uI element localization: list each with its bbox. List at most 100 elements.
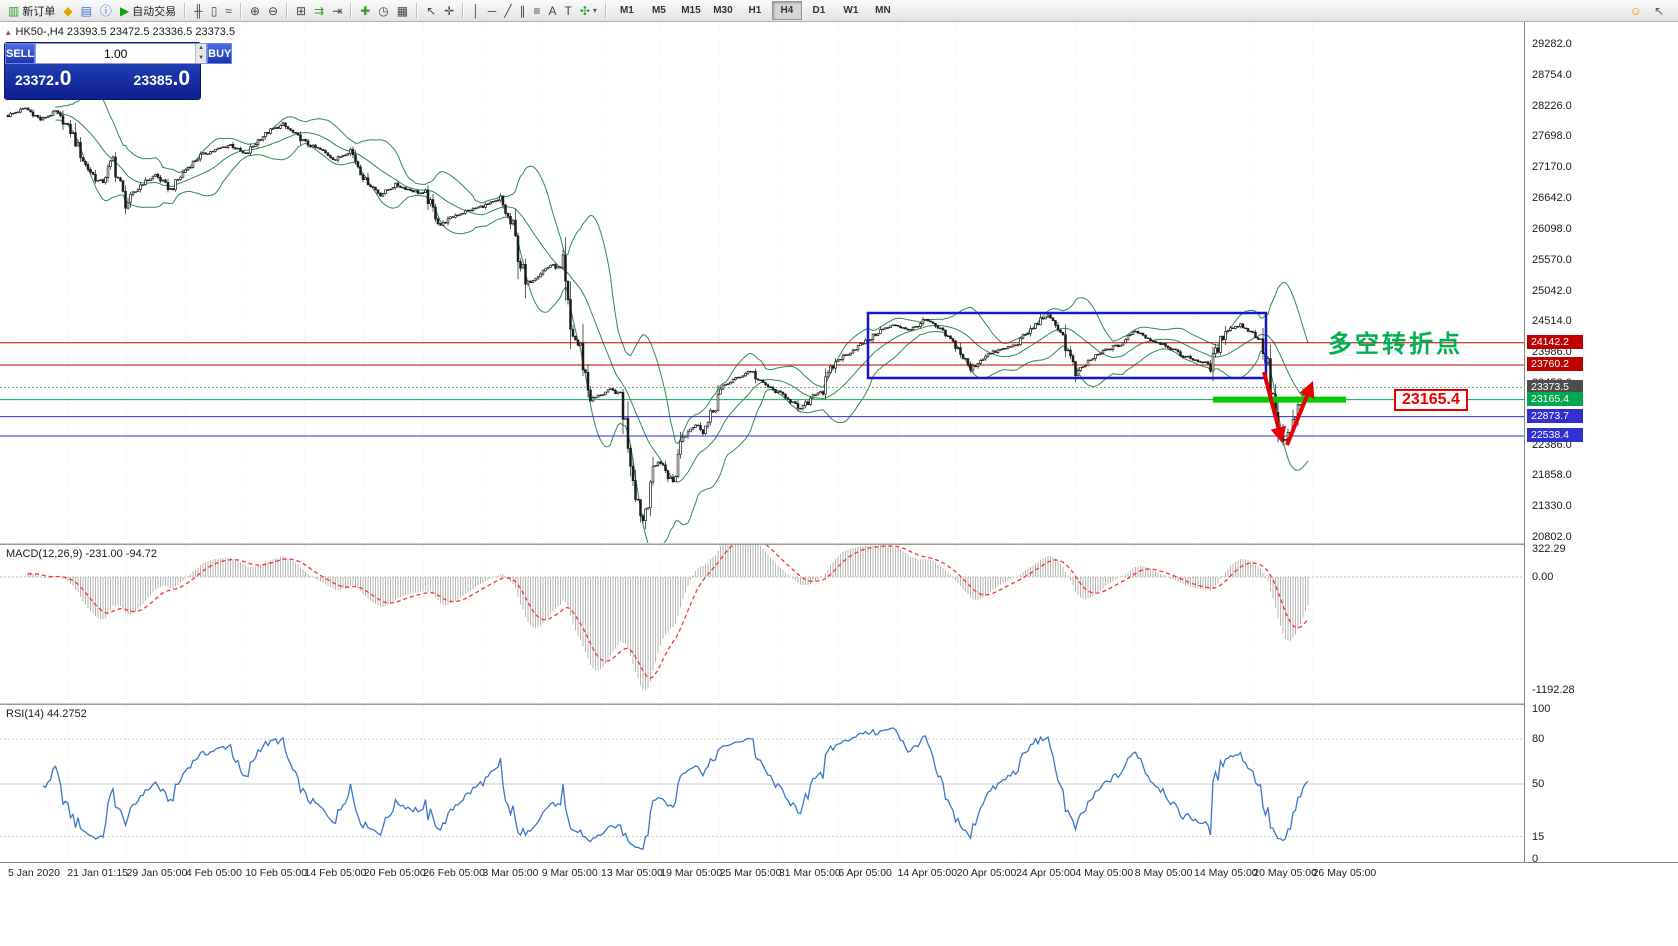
vertical-line-icon: │ <box>472 3 480 18</box>
chart-shift-icon[interactable]: ⇥ <box>328 1 346 21</box>
price-axis[interactable]: 29282.0 28754.0 28226.0 27698.0 27170.0 26642… <box>1524 22 1678 884</box>
rsi-scale-label: 0 <box>1532 853 1539 865</box>
text-label-icon[interactable]: T <box>561 1 576 21</box>
autotrading-button-label: 自动交易 <box>132 5 177 18</box>
cursor-icon: ↖ <box>426 3 437 18</box>
price-tag-22873.7: 22873.7 <box>1527 408 1583 423</box>
timeframe-m15[interactable]: M15 <box>681 5 701 16</box>
trendline-icon[interactable]: ╱ <box>500 1 515 21</box>
price-axis-label: 23986.0 <box>1532 346 1572 359</box>
new-order-icon: ▥ <box>8 3 20 18</box>
templates-icon[interactable]: ▦ <box>393 1 412 21</box>
toolbar-separator <box>239 3 242 18</box>
bar-chart-icon[interactable]: ╫ <box>190 1 207 21</box>
smiley-icon[interactable]: ☺ <box>1626 1 1646 21</box>
cursor-icon[interactable]: ↖ <box>422 1 440 21</box>
time-axis-label: 26 May 05:00 <box>1312 867 1377 879</box>
periods-icon[interactable]: ◷ <box>374 1 392 21</box>
time-axis[interactable]: 5 Jan 2020 21 Jan 01:15 29 Jan 05:00 4 Feb … <box>0 862 1678 884</box>
toolbar-separator <box>184 3 187 18</box>
tile-windows-icon[interactable]: ⊞ <box>292 1 310 21</box>
rsi-scale-label: 50 <box>1532 778 1545 790</box>
red-arrow-1[interactable] <box>1262 371 1287 444</box>
time-axis-label: 31 Mar 05:00 <box>778 867 841 879</box>
sell-button[interactable]: SELL <box>5 43 36 64</box>
bollinger-bands <box>55 91 1309 543</box>
timeframe-m30[interactable]: M30 <box>713 5 733 16</box>
rsi-header: RSI(14) 44.2752 <box>6 708 87 720</box>
crosshair-icon[interactable]: ✛ <box>440 1 458 21</box>
time-axis-label: 24 Apr 05:00 <box>1016 867 1076 879</box>
bear-candles <box>6 107 1292 522</box>
zoom-in-icon[interactable]: ⊕ <box>246 1 264 21</box>
auto-scroll-icon: ⇉ <box>314 3 325 18</box>
time-axis-label: 4 Feb 05:00 <box>185 867 242 879</box>
panel-splitter[interactable] <box>0 543 1678 546</box>
chart-symbol-header: ▴ HK50-,H4 23393.5 23472.5 23336.5 23373… <box>6 26 235 38</box>
time-axis-label: 9 Mar 05:00 <box>541 867 598 879</box>
price-axis-label: 27170.0 <box>1532 161 1572 174</box>
indicators-icon: ✚ <box>360 3 371 18</box>
text-label-icon: T <box>564 3 572 18</box>
timeframe-mn[interactable]: MN <box>875 5 891 16</box>
bull-candles <box>9 107 1310 522</box>
channel-icon: ∥ <box>519 3 526 18</box>
arrows-tool-icon[interactable]: ✣ ▾ <box>576 1 601 21</box>
market-watch-icon[interactable]: ▤ <box>77 1 96 21</box>
vertical-line-icon[interactable]: │ <box>468 1 484 21</box>
toolbar-separator <box>350 3 353 18</box>
turning-point-annotation[interactable]: 多空转折点 <box>1328 331 1463 358</box>
time-axis-label: 29 Jan 05:00 <box>126 867 188 879</box>
horizontal-line-icon[interactable]: ─ <box>484 1 501 21</box>
consolidation-range-box[interactable] <box>866 311 1268 380</box>
time-axis-label: 10 Feb 05:00 <box>245 867 308 879</box>
time-axis-label: 3 Mar 05:00 <box>482 867 539 879</box>
timeframe-m1[interactable]: M1 <box>619 5 634 16</box>
price-callout-box[interactable]: 23165.4 <box>1394 389 1468 411</box>
macd-scale-label: -1192.28 <box>1532 684 1575 696</box>
timeframe-h4[interactable]: H4 <box>771 1 802 20</box>
zoom-out-icon[interactable]: ⊖ <box>264 1 282 21</box>
toolbar-separator <box>604 3 607 18</box>
metaeditor-icon: ◆ <box>63 3 73 18</box>
time-axis-label: 14 Apr 05:00 <box>897 867 958 879</box>
volume-up-icon[interactable]: ▲ <box>195 44 207 54</box>
symbol-ohlc-text: HK50-,H4 23393.5 23472.5 23336.5 23373.5 <box>15 26 236 38</box>
volume-down-icon[interactable]: ▼ <box>195 53 207 63</box>
volume-input[interactable] <box>36 44 196 63</box>
time-axis-label: 14 Feb 05:00 <box>304 867 367 879</box>
timeframe-h1[interactable]: H1 <box>748 5 762 16</box>
price-tag-24142.2: 24142.2 <box>1527 334 1583 349</box>
one-click-toggle-icon[interactable]: ▴ <box>6 26 11 37</box>
time-axis-label: 20 Feb 05:00 <box>363 867 426 879</box>
channel-icon[interactable]: ∥ <box>515 1 529 21</box>
candlestick-icon[interactable]: ▯ <box>207 1 222 21</box>
price-chart-canvas[interactable] <box>0 22 1524 543</box>
text-icon[interactable]: A <box>544 1 560 21</box>
macd-scale-label: 0.00 <box>1532 571 1554 583</box>
timeframe-m5[interactable]: M5 <box>651 5 666 16</box>
new-order-button[interactable]: ▥ 新订单 <box>4 1 59 21</box>
line-chart-icon[interactable]: ≈ <box>221 1 236 21</box>
timeframe-d1[interactable]: D1 <box>812 5 826 16</box>
autotrading-button[interactable]: ▶ 自动交易 <box>116 1 180 21</box>
time-axis-label: 8 May 05:00 <box>1134 867 1193 879</box>
data-window-icon[interactable]: ⓘ <box>96 1 116 21</box>
new-order-button-label: 新订单 <box>22 5 56 18</box>
indicators-icon[interactable]: ✚ <box>356 1 374 21</box>
rsi-panel-canvas[interactable] <box>0 705 1524 860</box>
fibonacci-icon[interactable]: ≡ <box>529 1 544 21</box>
pointer-icon: ↖ <box>1653 3 1664 18</box>
time-axis-label: 25 Mar 05:00 <box>719 867 782 879</box>
auto-scroll-icon[interactable]: ⇉ <box>310 1 328 21</box>
price-axis-label: 20802.0 <box>1532 531 1572 543</box>
pointer-icon[interactable]: ↖ <box>1650 1 1668 21</box>
time-axis-label: 21 Jan 01:15 <box>67 867 129 879</box>
metaeditor-icon[interactable]: ◆ <box>59 1 76 21</box>
buy-button[interactable]: BUY <box>207 43 233 64</box>
macd-panel-canvas[interactable] <box>0 545 1524 703</box>
timeframe-w1[interactable]: W1 <box>843 5 859 16</box>
red-arrow-2[interactable] <box>1285 381 1315 446</box>
toolbar-separator <box>286 3 289 18</box>
panel-splitter[interactable] <box>0 703 1678 706</box>
